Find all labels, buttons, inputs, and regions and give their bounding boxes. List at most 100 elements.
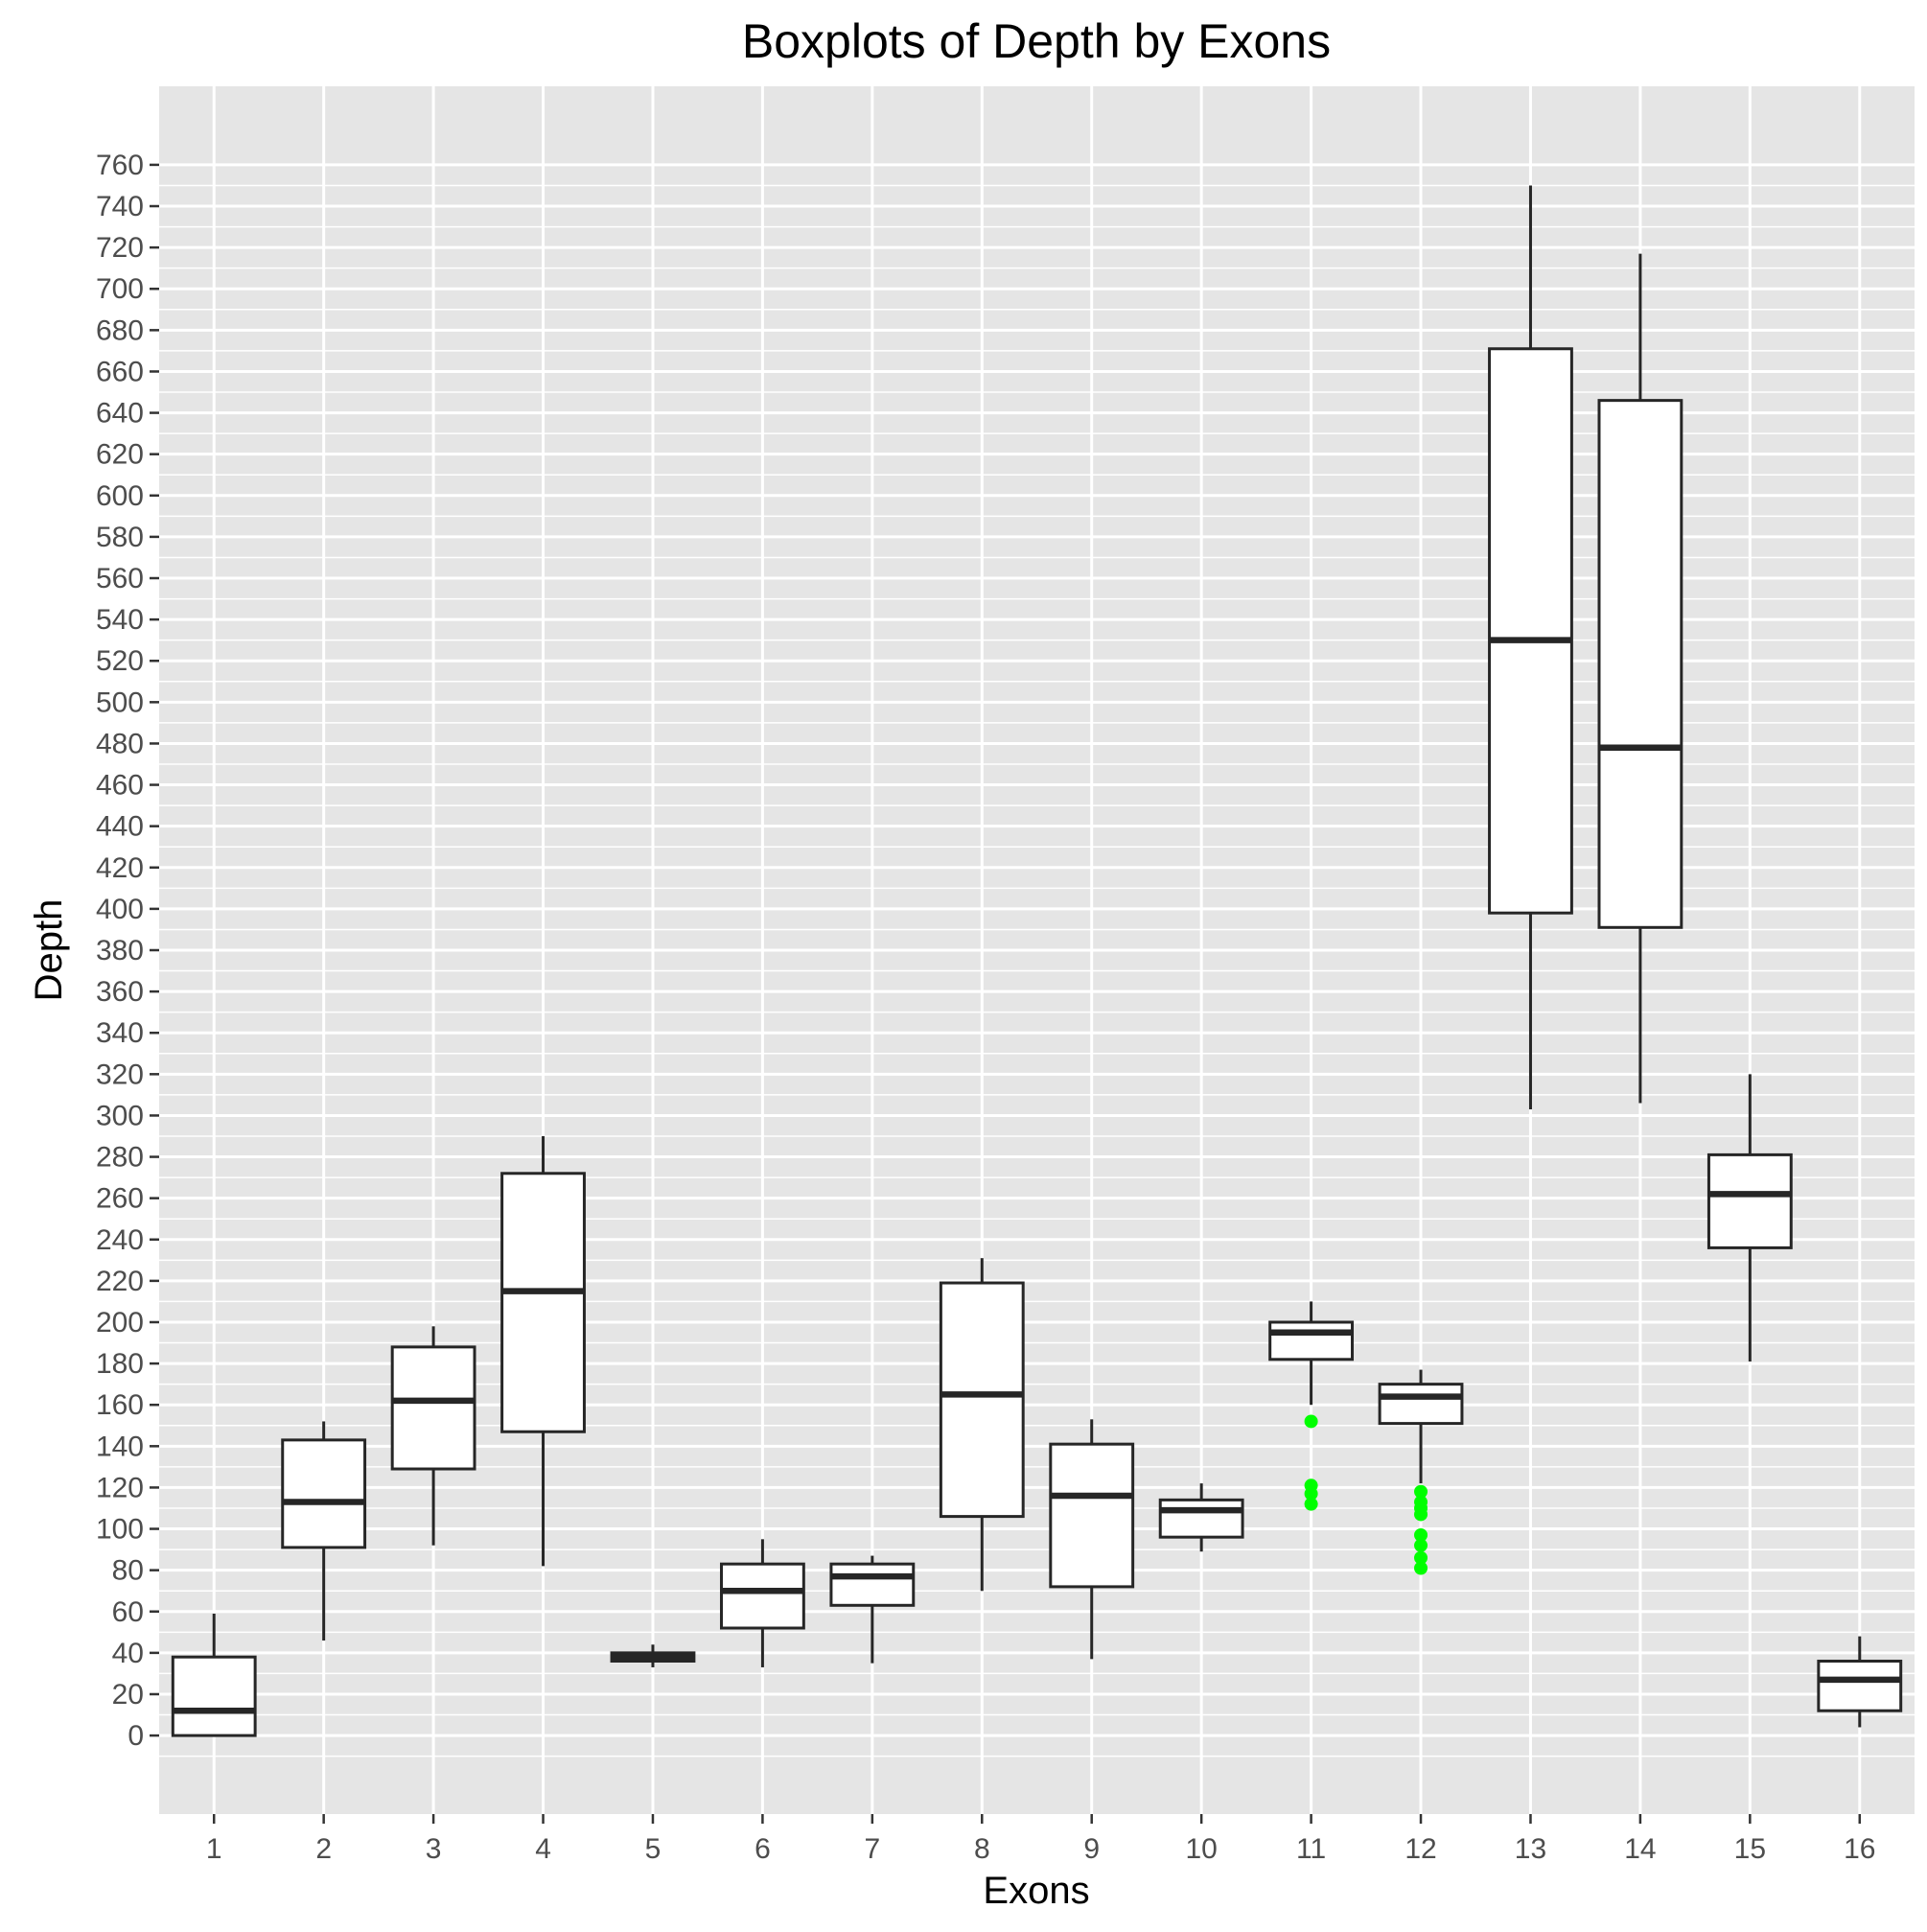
y-tick-label: 160 — [96, 1389, 144, 1421]
y-tick-label: 120 — [96, 1472, 144, 1503]
y-tick-label: 0 — [128, 1720, 144, 1752]
x-tick-label: 7 — [865, 1833, 881, 1865]
box-group-exon-11 — [1268, 1301, 1355, 1511]
y-tick-label: 640 — [96, 398, 144, 430]
box-group-exon-15 — [1706, 1074, 1793, 1362]
y-tick-label: 400 — [96, 894, 144, 925]
x-tick-label: 9 — [1083, 1833, 1100, 1865]
chart-title: Boxplots of Depth by Exons — [742, 14, 1331, 68]
y-tick-label: 240 — [96, 1224, 144, 1256]
box-iqr — [1817, 1659, 1903, 1712]
box-group-exon-1 — [171, 1613, 257, 1737]
x-tick-label: 10 — [1185, 1833, 1217, 1865]
y-tick-label: 700 — [96, 273, 144, 305]
box-iqr — [939, 1281, 1025, 1519]
outlier-point — [1414, 1561, 1428, 1575]
x-tick-label: 13 — [1515, 1833, 1546, 1865]
outlier-point — [1414, 1484, 1428, 1499]
y-tick-label: 300 — [96, 1100, 144, 1131]
box-iqr — [1706, 1152, 1793, 1249]
box-iqr — [829, 1562, 916, 1607]
x-tick-label: 8 — [974, 1833, 990, 1865]
x-tick-label: 14 — [1624, 1833, 1656, 1865]
box-group-exon-4 — [500, 1135, 586, 1567]
y-tick-label: 600 — [96, 480, 144, 512]
x-tick-label: 11 — [1296, 1833, 1326, 1865]
box-group-exon-14 — [1597, 253, 1683, 1104]
y-tick-label: 220 — [96, 1266, 144, 1297]
x-tick-label: 15 — [1734, 1833, 1766, 1865]
box-iqr — [281, 1438, 367, 1549]
y-tick-label: 720 — [96, 232, 144, 264]
y-tick-label: 760 — [96, 150, 144, 181]
box-iqr — [1597, 399, 1683, 929]
y-tick-label: 500 — [96, 687, 144, 718]
x-axis-title: Exons — [983, 1870, 1089, 1912]
box-group-exon-5 — [610, 1644, 696, 1667]
box-group-exon-6 — [719, 1539, 805, 1667]
y-tick-label: 680 — [96, 314, 144, 346]
y-tick-label: 620 — [96, 439, 144, 471]
x-tick-label: 5 — [645, 1833, 662, 1865]
box-iqr — [1049, 1442, 1135, 1589]
y-tick-label: 740 — [96, 191, 144, 222]
y-tick-label: 440 — [96, 811, 144, 843]
box-group-exon-8 — [939, 1258, 1025, 1592]
x-tick-label: 3 — [426, 1833, 442, 1865]
box-iqr — [1268, 1320, 1355, 1362]
y-tick-label: 140 — [96, 1431, 144, 1462]
y-tick-label: 280 — [96, 1142, 144, 1174]
y-tick-label: 180 — [96, 1348, 144, 1380]
box-iqr — [500, 1172, 586, 1433]
outlier-point — [1304, 1497, 1318, 1511]
outlier-point — [1414, 1538, 1428, 1552]
box-group-exon-7 — [829, 1555, 916, 1664]
y-tick-label: 260 — [96, 1183, 144, 1215]
y-tick-label: 100 — [96, 1514, 144, 1546]
x-tick-label: 4 — [535, 1833, 551, 1865]
y-tick-label: 200 — [96, 1307, 144, 1338]
box-iqr — [719, 1562, 805, 1630]
x-tick-label: 1 — [206, 1833, 222, 1865]
box-iqr — [390, 1345, 476, 1471]
box-group-exon-9 — [1049, 1419, 1135, 1660]
y-tick-label: 660 — [96, 356, 144, 387]
box-group-exon-13 — [1488, 185, 1573, 1109]
y-tick-label: 420 — [96, 852, 144, 884]
box-group-exon-2 — [281, 1421, 367, 1641]
y-tick-label: 540 — [96, 604, 144, 636]
y-tick-label: 560 — [96, 563, 144, 594]
box-iqr — [1488, 347, 1573, 915]
box-iqr — [171, 1655, 257, 1737]
box-group-exon-16 — [1817, 1636, 1903, 1728]
y-tick-label: 520 — [96, 645, 144, 677]
y-tick-label: 60 — [112, 1596, 144, 1628]
x-tick-label: 6 — [755, 1833, 771, 1865]
outlier-point — [1414, 1507, 1428, 1522]
y-tick-label: 580 — [96, 522, 144, 553]
y-tick-label: 480 — [96, 728, 144, 759]
outlier-point — [1414, 1528, 1428, 1543]
y-tick-label: 360 — [96, 976, 144, 1008]
y-tick-label: 40 — [112, 1638, 144, 1669]
y-axis-title: Depth — [28, 899, 70, 1002]
y-tick-label: 320 — [96, 1059, 144, 1090]
y-tick-label: 80 — [112, 1555, 144, 1587]
y-tick-label: 460 — [96, 770, 144, 802]
y-tick-label: 340 — [96, 1017, 144, 1049]
outlier-point — [1304, 1414, 1318, 1429]
box-iqr — [1158, 1498, 1244, 1539]
outlier-point — [1414, 1550, 1428, 1565]
x-tick-label: 2 — [315, 1833, 332, 1865]
y-tick-label: 20 — [112, 1679, 144, 1711]
y-tick-label: 380 — [96, 935, 144, 966]
x-tick-label: 16 — [1844, 1833, 1875, 1865]
outlier-point — [1304, 1486, 1318, 1501]
x-tick-label: 12 — [1405, 1833, 1436, 1865]
box-group-exon-12 — [1378, 1369, 1464, 1575]
box-iqr — [1378, 1383, 1464, 1426]
box-group-exon-3 — [390, 1326, 476, 1546]
box-group-exon-10 — [1158, 1483, 1244, 1552]
